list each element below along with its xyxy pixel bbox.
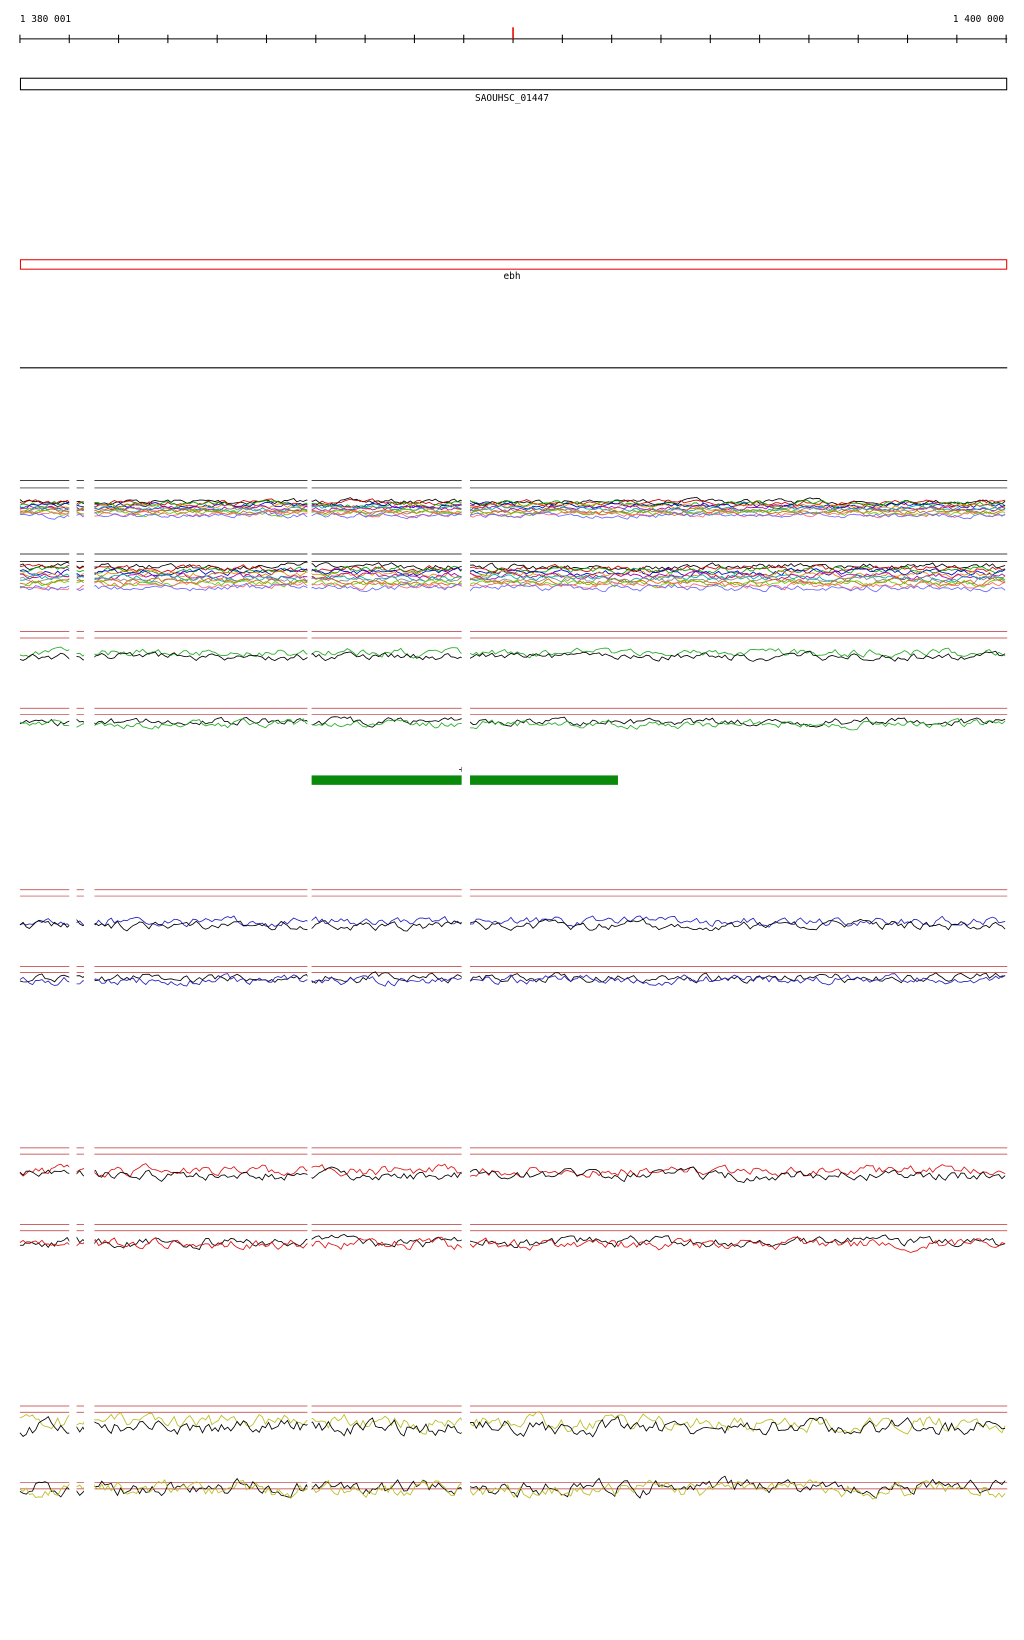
signal-trace	[19, 507, 1006, 517]
signal-trace	[19, 718, 1006, 731]
signal-trace	[19, 650, 1006, 662]
signal-trace	[19, 1163, 1006, 1178]
signal-trace	[19, 716, 1006, 728]
signal-trace	[19, 973, 1006, 987]
gene-label: SAOUHSC_01447	[475, 93, 549, 104]
gene-box	[19, 77, 1008, 91]
gene-box-red	[19, 259, 1008, 270]
signal-trace	[19, 563, 1006, 574]
signal-trace	[19, 567, 1006, 578]
signal-trace	[19, 502, 1006, 511]
signal-trace	[19, 918, 1006, 932]
signal-trace	[19, 1415, 1006, 1438]
signal-trace	[19, 1233, 1006, 1251]
ruler-end: 1 400 000	[953, 14, 1004, 25]
gap	[307, 472, 312, 1522]
signal-trace	[19, 570, 1006, 581]
signal-trace	[19, 576, 1006, 587]
gap	[461, 472, 471, 1522]
signal-trace	[19, 1411, 1006, 1435]
signal-trace	[19, 580, 1006, 591]
signal-trace	[19, 582, 1006, 593]
gap	[83, 472, 95, 1522]
signal-trace	[19, 511, 1006, 520]
signal-trace	[19, 646, 1006, 659]
signal-trace	[19, 915, 1006, 928]
signal-trace	[19, 1479, 1006, 1500]
signal-trace	[19, 578, 1006, 589]
signal-trace	[19, 504, 1006, 513]
signal-trace	[19, 561, 1006, 572]
signal-trace	[19, 1166, 1006, 1183]
signal-trace	[19, 501, 1006, 510]
gap	[69, 472, 77, 1522]
tracks	[19, 472, 1008, 1522]
signal-trace	[19, 1236, 1006, 1253]
ruler-start: 1 380 001	[20, 14, 71, 25]
gene-label: ebh	[503, 271, 520, 282]
